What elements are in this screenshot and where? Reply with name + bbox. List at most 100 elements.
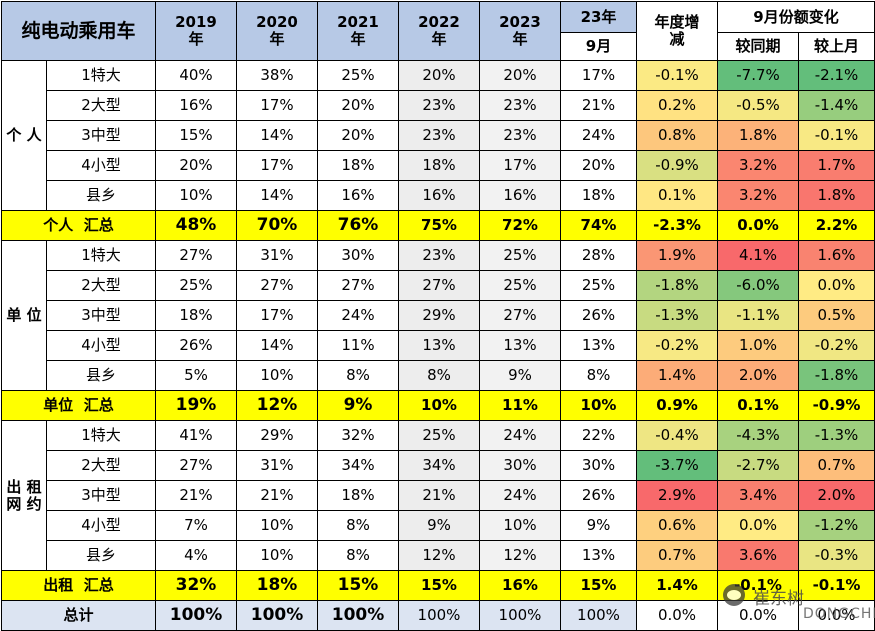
share-cell: 18%	[317, 150, 399, 181]
share-cell: 25%	[398, 420, 480, 451]
share-cell: 10%	[236, 510, 318, 541]
share-cell: 1.7%	[798, 150, 875, 181]
share-cell: 25%	[479, 270, 561, 301]
share-cell: -1.1%	[717, 300, 799, 331]
segment-label: 3中型	[46, 300, 156, 331]
total-cell: 100%	[317, 600, 399, 631]
total-cell: 0.0%	[798, 600, 875, 631]
share-cell: 8%	[398, 360, 480, 391]
share-cell: 14%	[236, 330, 318, 361]
share-cell: 23%	[479, 90, 561, 121]
segment-label: 1特大	[46, 420, 156, 451]
share-cell: 1.4%	[636, 360, 718, 391]
share-cell: 0.0%	[717, 510, 799, 541]
share-cell: -1.3%	[798, 420, 875, 451]
share-cell: 27%	[479, 300, 561, 331]
table-title: 纯电动乘用车	[1, 1, 156, 61]
category-cell: 个 人	[1, 60, 47, 211]
summary-cell: 15%	[317, 570, 399, 601]
share-cell: 12%	[479, 540, 561, 571]
share-cell: 0.8%	[636, 120, 718, 151]
share-cell: 14%	[236, 120, 318, 151]
summary-cell: 32%	[155, 570, 237, 601]
share-cell: -1.3%	[636, 300, 718, 331]
share-cell: 17%	[236, 300, 318, 331]
category-cell: 单 位	[1, 240, 47, 391]
segment-label: 2大型	[46, 90, 156, 121]
share-cell: 20%	[317, 120, 399, 151]
share-cell: 17%	[560, 60, 637, 91]
share-cell: 24%	[317, 300, 399, 331]
share-cell: 31%	[236, 240, 318, 271]
summary-row: 个人 汇总 48% 70% 76% 75% 72% 74% -2.3% 0.0% 2.2%	[1, 210, 875, 241]
share-cell: 20%	[155, 150, 237, 181]
share-cell: 25%	[317, 60, 399, 91]
share-cell: -7.7%	[717, 60, 799, 91]
month23-subheader: 9月	[560, 32, 637, 61]
share-cell: -0.5%	[717, 90, 799, 121]
summary-label: 单位 汇总	[1, 390, 156, 421]
share-cell: 16%	[317, 180, 399, 211]
month23-header: 23年	[560, 1, 637, 33]
summary-cell: 15%	[560, 570, 637, 601]
share-cell: 8%	[317, 360, 399, 391]
share-cell: 29%	[236, 420, 318, 451]
summary-cell: -0.9%	[798, 390, 875, 421]
share-cell: 13%	[560, 330, 637, 361]
segment-label: 2大型	[46, 270, 156, 301]
table-row: 3中型 21% 21% 18% 21% 24% 26% 2.9% 3.4% 2.0%	[2, 480, 875, 511]
share-cell: 23%	[398, 90, 480, 121]
share-cell: 4.1%	[717, 240, 799, 271]
sep-change-header: 9月份额变化	[717, 1, 875, 33]
segment-label: 县乡	[46, 360, 156, 391]
segment-label: 县乡	[46, 180, 156, 211]
segment-label: 3中型	[46, 480, 156, 511]
share-cell: 10%	[155, 180, 237, 211]
share-cell: 1.8%	[717, 120, 799, 151]
table-row: 4小型 26% 14% 11% 13% 13% 13% -0.2% 1.0% -0.2%	[2, 330, 875, 361]
share-cell: 1.9%	[636, 240, 718, 271]
table-row: 2大型 27% 31% 34% 34% 30% 30% -3.7% -2.7% 0.7%	[2, 450, 875, 481]
mom-header: 较上月	[798, 32, 875, 61]
share-cell: 9%	[560, 510, 637, 541]
share-cell: 30%	[317, 240, 399, 271]
share-cell: -1.8%	[636, 270, 718, 301]
share-cell: 34%	[317, 450, 399, 481]
share-cell: 20%	[560, 150, 637, 181]
share-cell: 15%	[155, 120, 237, 151]
share-cell: 1.8%	[798, 180, 875, 211]
summary-cell: 12%	[236, 390, 318, 421]
share-cell: 27%	[155, 450, 237, 481]
share-cell: -1.2%	[798, 510, 875, 541]
share-cell: 38%	[236, 60, 318, 91]
share-cell: 18%	[155, 300, 237, 331]
share-cell: 20%	[479, 60, 561, 91]
category-cell: 出 租 网 约	[1, 420, 47, 571]
table-row: 4小型 7% 10% 8% 9% 10% 9% 0.6% 0.0% -1.2%	[2, 510, 875, 541]
share-cell: 25%	[479, 240, 561, 271]
share-cell: 30%	[560, 450, 637, 481]
summary-cell: 70%	[236, 210, 318, 241]
segment-label: 4小型	[46, 510, 156, 541]
share-cell: 18%	[398, 150, 480, 181]
year-2022-header: 2022 年	[398, 1, 480, 61]
share-cell: 32%	[317, 420, 399, 451]
share-cell: -0.1%	[798, 120, 875, 151]
watermark-brand: DONGCHEDI	[803, 606, 875, 622]
share-cell: 27%	[236, 270, 318, 301]
share-cell: 41%	[155, 420, 237, 451]
share-cell: -1.4%	[798, 90, 875, 121]
share-cell: 26%	[560, 300, 637, 331]
summary-cell: 48%	[155, 210, 237, 241]
share-cell: 17%	[236, 150, 318, 181]
share-cell: 2.0%	[717, 360, 799, 391]
share-cell: 0.5%	[798, 300, 875, 331]
share-cell: 27%	[398, 270, 480, 301]
segment-label: 2大型	[46, 450, 156, 481]
share-cell: 9%	[479, 360, 561, 391]
share-cell: 2.9%	[636, 480, 718, 511]
share-cell: 11%	[317, 330, 399, 361]
share-cell: 0.0%	[798, 270, 875, 301]
share-cell: 24%	[479, 480, 561, 511]
share-cell: 21%	[560, 90, 637, 121]
